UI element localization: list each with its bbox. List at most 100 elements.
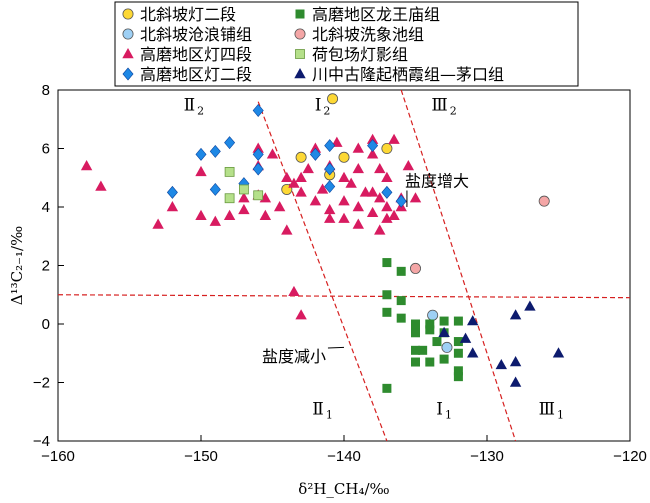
region-label-subscript: 1 <box>557 409 564 422</box>
data-point <box>381 171 393 182</box>
data-point <box>252 142 264 153</box>
data-point <box>309 142 322 153</box>
data-point <box>295 151 307 163</box>
data-point <box>381 201 393 212</box>
data-point <box>425 357 435 367</box>
data-point <box>382 383 392 393</box>
legend-marker <box>294 28 306 40</box>
data-point <box>411 319 420 329</box>
annotation-leader <box>327 346 345 349</box>
y-tick-label: 8 <box>42 82 50 99</box>
y-tick-label: −4 <box>33 433 50 450</box>
data-point <box>324 162 336 176</box>
dashed-divider <box>57 294 631 299</box>
data-point <box>273 201 286 212</box>
legend-marker <box>122 8 134 20</box>
data-point <box>453 348 463 358</box>
data-point <box>382 258 392 268</box>
legend-label: 北斜坡沧浪铺组 <box>140 25 252 44</box>
data-point <box>288 285 300 297</box>
data-point <box>253 190 264 201</box>
region-label-subscript: 2 <box>323 104 330 117</box>
data-point <box>495 358 507 370</box>
data-point <box>438 326 450 337</box>
data-point <box>388 209 400 220</box>
data-point <box>366 133 379 144</box>
data-point <box>209 215 221 226</box>
data-point <box>352 218 364 229</box>
legend-marker <box>122 67 134 81</box>
data-point <box>266 148 279 159</box>
data-point <box>427 309 439 321</box>
data-point <box>432 337 442 347</box>
data-point <box>538 195 550 207</box>
data-point <box>374 224 386 235</box>
data-point <box>366 206 379 218</box>
region-label-subscript: 1 <box>445 409 452 422</box>
data-point <box>309 195 322 206</box>
dashed-divider <box>400 89 517 442</box>
data-point <box>395 194 407 208</box>
data-point <box>425 325 435 335</box>
data-point <box>324 203 336 215</box>
x-tick-label: −140 <box>327 448 361 465</box>
data-point <box>411 328 420 338</box>
data-point <box>238 203 250 215</box>
data-point <box>409 262 421 274</box>
data-point <box>352 162 364 174</box>
data-point <box>396 266 406 276</box>
y-tick-label: 0 <box>42 316 50 333</box>
data-point <box>252 162 264 176</box>
data-point <box>238 192 250 203</box>
data-point <box>411 345 420 355</box>
legend-label: 高磨地区灯四段 <box>140 45 252 64</box>
data-point <box>295 171 307 182</box>
region-label-subscript: 2 <box>197 104 204 117</box>
data-point <box>374 162 386 174</box>
x-tick-label: −150 <box>184 448 218 465</box>
data-point <box>352 142 364 153</box>
data-point <box>418 345 428 355</box>
data-point <box>338 195 350 206</box>
legend-marker <box>122 28 134 40</box>
data-point <box>425 319 435 329</box>
data-point <box>453 366 463 376</box>
y-tick-label: −2 <box>33 375 50 392</box>
data-point <box>224 166 235 177</box>
data-point <box>209 144 221 158</box>
axes: −160 −150 −140 −130 −120 −4 −2 0 2 4 6 8 <box>33 82 647 465</box>
data-point <box>439 316 449 326</box>
data-point <box>366 148 379 159</box>
x-tick-label: −160 <box>41 448 75 465</box>
data-point <box>411 357 420 367</box>
legend-label: 北斜坡洗象池组 <box>312 25 424 44</box>
data-point <box>552 347 565 358</box>
data-point <box>453 316 463 326</box>
data-point <box>338 171 350 182</box>
data-point <box>402 160 415 171</box>
data-point <box>195 147 207 161</box>
data-point <box>324 180 336 193</box>
data-point <box>209 182 221 196</box>
legend-label: 高磨地区灯二段 <box>140 65 252 84</box>
data-points <box>80 93 565 393</box>
region-label-subscript: 1 <box>326 409 333 422</box>
data-point <box>195 209 207 220</box>
data-point <box>453 372 463 382</box>
y-axis-label: Δ¹³C₂₋₁/‰ <box>8 226 26 305</box>
x-axis-label: δ²H_CH₄/‰ <box>298 480 389 498</box>
y-tick-label: 2 <box>42 258 50 275</box>
region-label-subscript: 2 <box>450 104 457 117</box>
legend-label: 荷包场灯影组 <box>312 45 408 64</box>
legend-box <box>114 1 579 87</box>
data-point <box>302 162 314 174</box>
data-point <box>396 313 406 323</box>
data-point <box>467 315 479 326</box>
data-point <box>439 354 449 364</box>
data-point <box>252 147 264 161</box>
